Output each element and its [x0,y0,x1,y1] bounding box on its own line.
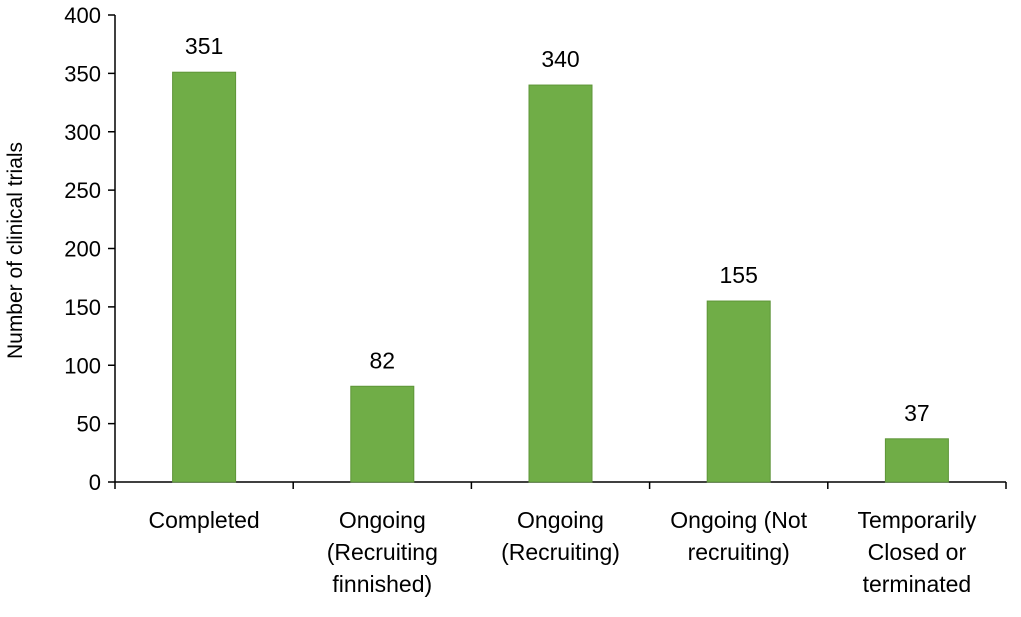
y-tick-label: 150 [64,295,101,320]
y-tick-labels: 0 50 100 150 200 250 300 350 400 [64,3,101,495]
bar [706,300,771,483]
y-tick-label: 0 [89,470,101,495]
y-tick-label: 300 [64,120,101,145]
y-tick-label: 250 [64,178,101,203]
x-category-label: Ongoing (Recruiting finnished) [327,507,438,597]
bar-value-label: 155 [720,262,758,288]
x-category-label: Ongoing (Not recruiting) [670,507,807,565]
data-labels: 351 82 340 155 37 [185,33,930,426]
bar [172,71,237,483]
y-tick-label: 50 [77,412,101,437]
x-category-labels: Completed Ongoing (Recruiting finnished) Ong… [148,507,976,597]
bar-value-label: 82 [370,347,396,373]
axes [108,14,1007,489]
x-category-label: Ongoing (Recruiting) [501,507,620,565]
y-axis-title: Number of clinical trials [4,142,27,359]
bar [350,385,415,483]
bar-value-label: 37 [904,400,930,426]
bar-value-label: 340 [541,46,579,72]
x-category-label: Completed [148,507,259,533]
y-tick-label: 200 [64,237,101,262]
bars [172,71,949,483]
y-tick-label: 100 [64,353,101,378]
y-tick-label: 350 [64,61,101,86]
bar-value-label: 351 [185,33,223,59]
bar [528,84,593,483]
bar [884,438,949,483]
y-tick-label: 400 [64,3,101,28]
x-category-label: Temporarily Closed or terminated [857,507,976,597]
